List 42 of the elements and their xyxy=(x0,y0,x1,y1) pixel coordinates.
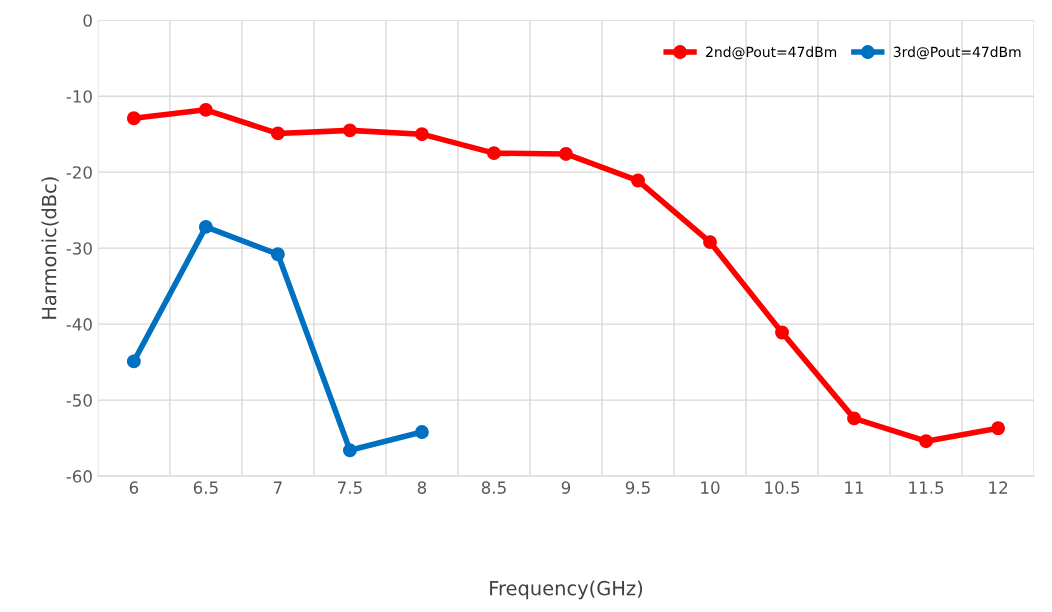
y-tick-label: -50 xyxy=(66,394,92,407)
point xyxy=(126,354,141,369)
x-tick-label: 12 xyxy=(989,481,1008,494)
point xyxy=(270,247,285,262)
x-tick-label: 7.5 xyxy=(338,481,362,494)
y-tick-label: -20 xyxy=(66,166,92,179)
point xyxy=(198,102,213,117)
point xyxy=(414,127,429,142)
x-tick-label: 6.5 xyxy=(193,481,218,494)
x-tick-label: 8 xyxy=(417,481,427,494)
point xyxy=(919,434,934,449)
point xyxy=(559,146,573,161)
point xyxy=(414,425,429,440)
x-tick-label: 9.5 xyxy=(625,481,650,494)
x-tick-label: 10 xyxy=(701,481,720,494)
y-axis-title: Harmonic(dBc) xyxy=(41,177,59,319)
point xyxy=(991,421,1006,436)
point xyxy=(775,325,789,340)
x-axis-title: Frequency(GHz) xyxy=(490,580,643,600)
y-tick-label: 0 xyxy=(83,14,92,27)
y-tick-label: -30 xyxy=(66,242,92,255)
point xyxy=(847,411,862,426)
y-tick-label: -10 xyxy=(66,90,92,103)
point xyxy=(342,123,357,138)
x-tick-label: 11.5 xyxy=(909,481,944,494)
point xyxy=(270,126,285,141)
point xyxy=(703,235,717,250)
y-tick-label: -60 xyxy=(66,470,92,483)
legend-label: 3rd@Pout=47dBm xyxy=(893,46,1021,60)
x-tick-label: 6 xyxy=(129,481,139,494)
point xyxy=(126,111,141,126)
y-tick-label: -40 xyxy=(66,318,92,331)
point xyxy=(487,146,501,161)
point xyxy=(342,443,357,458)
x-tick-label: 7 xyxy=(273,481,282,494)
point xyxy=(198,219,213,234)
x-tick-label: 11 xyxy=(845,481,864,494)
x-tick-label: 10.5 xyxy=(765,481,800,494)
point xyxy=(631,173,645,188)
legend-label: 2nd@Pout=47dBm xyxy=(706,46,837,60)
x-tick-label: 8.5 xyxy=(481,481,506,494)
x-tick-label: 9 xyxy=(561,481,571,494)
